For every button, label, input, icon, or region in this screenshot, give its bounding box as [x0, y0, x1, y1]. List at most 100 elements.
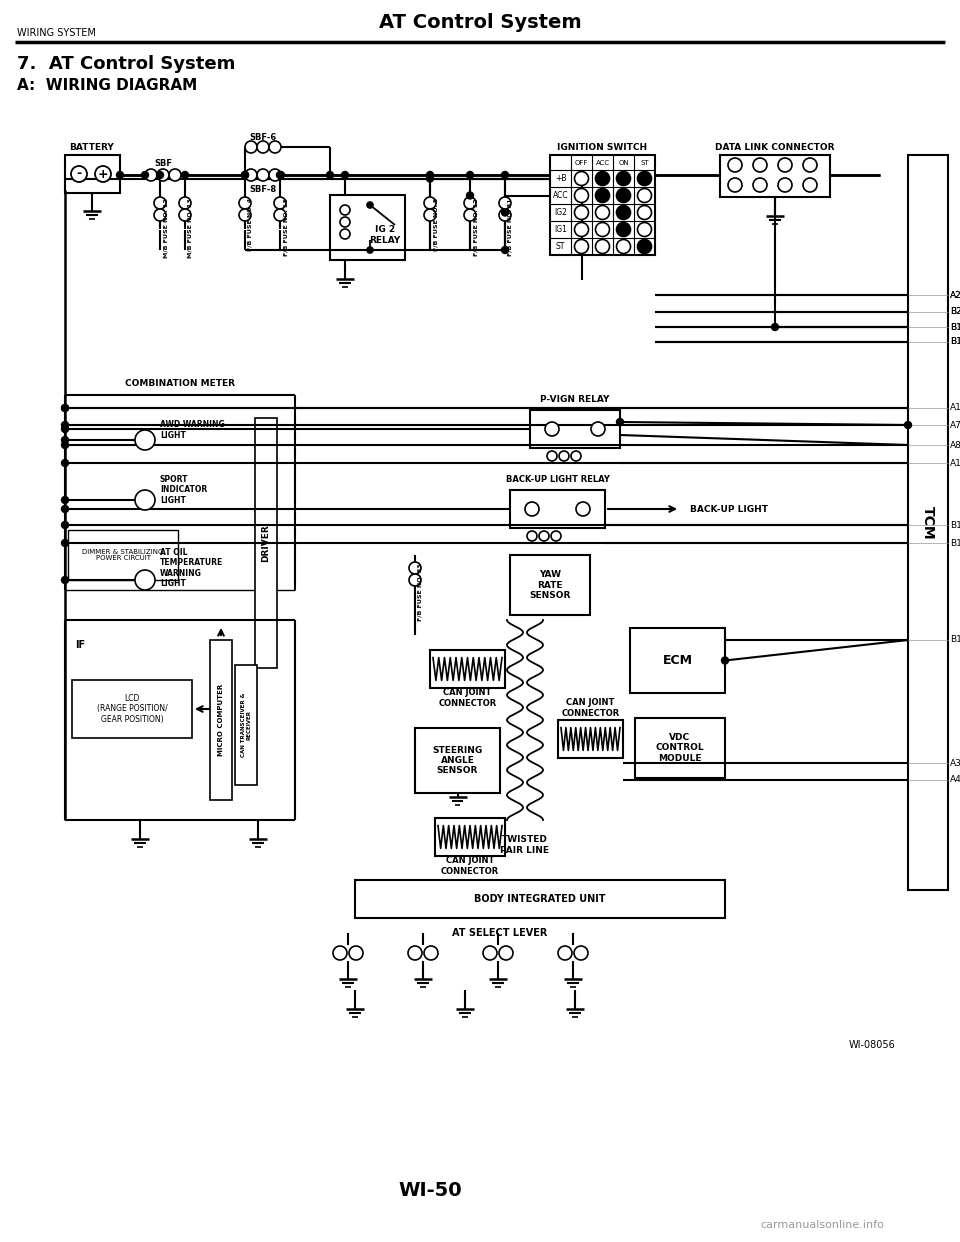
Text: BACK-UP LIGHT: BACK-UP LIGHT — [690, 504, 768, 513]
Circle shape — [61, 426, 68, 432]
Circle shape — [276, 171, 283, 179]
Circle shape — [135, 570, 155, 590]
Text: SBF: SBF — [154, 159, 172, 168]
Circle shape — [424, 209, 436, 221]
Circle shape — [156, 171, 163, 179]
Circle shape — [525, 502, 539, 515]
Circle shape — [574, 189, 588, 202]
Circle shape — [269, 142, 281, 153]
Text: CAN JOINT
CONNECTOR: CAN JOINT CONNECTOR — [562, 698, 619, 718]
Circle shape — [545, 422, 559, 436]
Text: B11: B11 — [950, 520, 960, 529]
Text: A10: A10 — [950, 458, 960, 467]
Text: DATA LINK CONNECTOR: DATA LINK CONNECTOR — [715, 143, 835, 152]
Circle shape — [157, 169, 169, 181]
Text: A:  WIRING DIAGRAM: A: WIRING DIAGRAM — [17, 78, 197, 93]
Text: BACK-UP LIGHT RELAY: BACK-UP LIGHT RELAY — [506, 476, 610, 484]
Circle shape — [154, 209, 166, 221]
Text: WI-50: WI-50 — [398, 1180, 462, 1200]
Circle shape — [257, 142, 269, 153]
Circle shape — [501, 209, 509, 216]
Circle shape — [778, 178, 792, 193]
Circle shape — [277, 171, 284, 179]
Circle shape — [135, 430, 155, 450]
Circle shape — [274, 197, 286, 209]
Text: B1: B1 — [950, 323, 960, 332]
Bar — [255, 419, 277, 668]
Text: +: + — [98, 168, 108, 180]
Circle shape — [616, 419, 623, 426]
Circle shape — [169, 169, 181, 181]
Circle shape — [61, 576, 68, 584]
Text: F/B FUSE NO. 5: F/B FUSE NO. 5 — [433, 197, 438, 251]
Text: A20: A20 — [950, 291, 960, 299]
Circle shape — [483, 946, 497, 960]
Text: CAN TRANSCEIVER &
RECEIVER: CAN TRANSCEIVER & RECEIVER — [241, 693, 252, 758]
Circle shape — [61, 405, 68, 411]
Bar — [530, 410, 620, 448]
Text: IG1: IG1 — [554, 225, 567, 233]
Circle shape — [367, 247, 373, 253]
Bar — [355, 881, 725, 918]
Circle shape — [61, 505, 68, 513]
Text: ACC: ACC — [553, 191, 568, 200]
Circle shape — [595, 222, 610, 236]
Circle shape — [464, 209, 476, 221]
Circle shape — [340, 205, 350, 215]
Text: IG2: IG2 — [554, 207, 567, 217]
Text: AWD WARNING
LIGHT: AWD WARNING LIGHT — [160, 420, 225, 440]
Circle shape — [367, 202, 373, 207]
Text: ACC: ACC — [595, 160, 610, 166]
Circle shape — [574, 171, 588, 185]
Text: B2: B2 — [950, 308, 960, 317]
Circle shape — [637, 171, 652, 185]
Text: WIRING SYSTEM: WIRING SYSTEM — [17, 29, 96, 39]
Circle shape — [595, 171, 610, 185]
Circle shape — [753, 178, 767, 193]
Circle shape — [135, 491, 155, 510]
Circle shape — [257, 169, 269, 181]
Circle shape — [574, 222, 588, 236]
Circle shape — [409, 561, 421, 574]
Circle shape — [527, 532, 537, 542]
Circle shape — [551, 532, 561, 542]
Circle shape — [574, 205, 588, 220]
Circle shape — [772, 323, 779, 330]
Circle shape — [179, 209, 191, 221]
Circle shape — [595, 189, 610, 202]
Circle shape — [501, 246, 509, 253]
Text: M/B FUSE NO. 12: M/B FUSE NO. 12 — [163, 197, 168, 258]
Text: AT Control System: AT Control System — [378, 12, 582, 31]
Circle shape — [181, 171, 188, 179]
Text: F/B FUSE NO. 4: F/B FUSE NO. 4 — [248, 197, 253, 251]
Bar — [72, 681, 192, 738]
Circle shape — [616, 171, 631, 185]
Circle shape — [349, 946, 363, 960]
Circle shape — [274, 209, 286, 221]
Text: TWISTED
PAIR LINE: TWISTED PAIR LINE — [500, 836, 549, 854]
Text: ST: ST — [640, 160, 649, 166]
Circle shape — [426, 171, 434, 179]
Text: IGNITION SWITCH: IGNITION SWITCH — [558, 143, 648, 152]
Circle shape — [409, 574, 421, 586]
Text: A1: A1 — [950, 404, 960, 412]
Text: MICRO COMPUTER: MICRO COMPUTER — [218, 684, 224, 756]
Circle shape — [424, 197, 436, 209]
Text: CAN JOINT
CONNECTOR: CAN JOINT CONNECTOR — [439, 688, 496, 708]
Text: B19: B19 — [950, 636, 960, 645]
Circle shape — [239, 197, 251, 209]
Circle shape — [424, 946, 438, 960]
Text: M/B FUSE NO. 13: M/B FUSE NO. 13 — [188, 197, 193, 258]
Circle shape — [61, 441, 68, 448]
Text: F/B FUSE NO. 33: F/B FUSE NO. 33 — [418, 563, 423, 621]
Text: SBF-6: SBF-6 — [250, 133, 276, 142]
Bar — [720, 155, 830, 197]
Text: A3: A3 — [950, 759, 960, 768]
Circle shape — [95, 166, 111, 183]
Bar — [550, 155, 655, 255]
Circle shape — [464, 197, 476, 209]
Text: COMBINATION METER: COMBINATION METER — [125, 379, 235, 388]
Circle shape — [333, 946, 347, 960]
Text: B2: B2 — [950, 308, 960, 317]
Circle shape — [326, 171, 333, 179]
